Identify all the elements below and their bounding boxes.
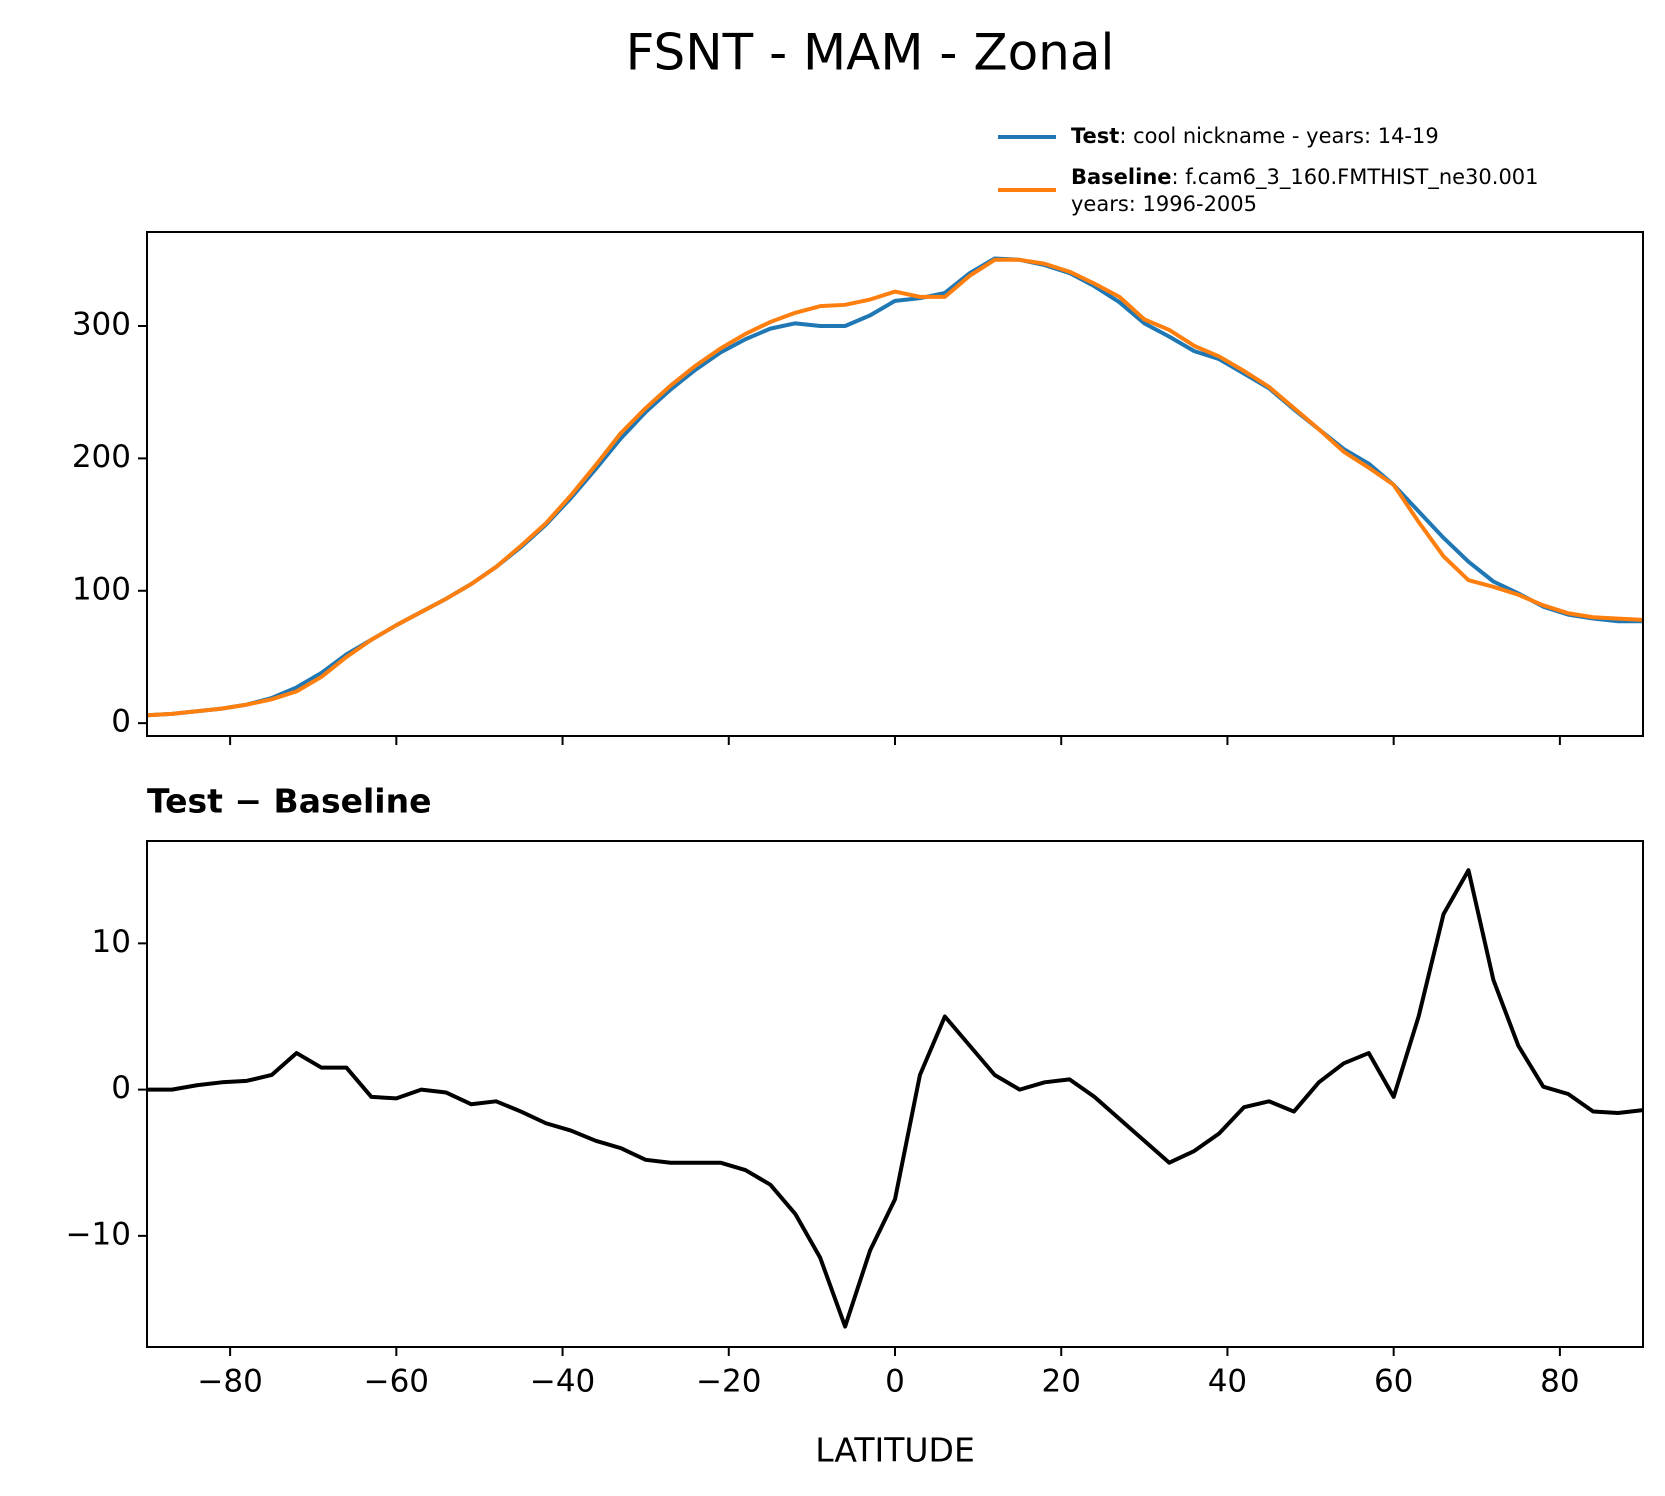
legend-description: years: 1996-2005: [1071, 192, 1257, 216]
x-tick-label: −40: [530, 1364, 595, 1400]
y-tick-label: 200: [72, 439, 131, 475]
chart-title: FSNT - MAM - Zonal: [626, 24, 1115, 82]
data-line: [147, 868, 1643, 1329]
legend-label: Test: cool nickname - years: 14-19: [1071, 124, 1439, 148]
y-tick-label: −10: [66, 1216, 131, 1252]
x-tick-label: 80: [1540, 1364, 1579, 1400]
legend-description: : cool nickname - years: 14-19: [1119, 124, 1438, 148]
y-tick-label: 100: [72, 571, 131, 607]
legend-name: Test: [1071, 124, 1119, 148]
data-line: [147, 256, 1643, 718]
y-tick-label: 300: [72, 306, 131, 342]
x-tick-label: −80: [197, 1364, 262, 1400]
legend-label: Baseline: f.cam6_3_160.FMTHIST_ne30.001: [1071, 165, 1539, 190]
x-tick-label: −20: [696, 1364, 761, 1400]
x-tick-label: 60: [1374, 1364, 1413, 1400]
x-tick-label: 40: [1208, 1364, 1247, 1400]
data-line: [147, 257, 1643, 718]
axes-frame: [146, 231, 1644, 737]
legend-name: Baseline: [1071, 165, 1172, 189]
legend-description: : f.cam6_3_160.FMTHIST_ne30.001: [1172, 165, 1539, 190]
y-tick-label: 10: [92, 924, 131, 960]
y-tick-label: 0: [111, 704, 131, 740]
x-tick-label: 0: [885, 1364, 905, 1400]
y-tick-label: 0: [111, 1070, 131, 1106]
x-axis-label: LATITUDE: [815, 1431, 975, 1470]
x-tick-label: −60: [364, 1364, 429, 1400]
x-tick-label: 20: [1041, 1364, 1080, 1400]
subplot-title: Test − Baseline: [147, 782, 432, 821]
plot-area: [147, 256, 1643, 718]
axes-frame: [146, 840, 1644, 1348]
plot-area: [147, 868, 1643, 1329]
